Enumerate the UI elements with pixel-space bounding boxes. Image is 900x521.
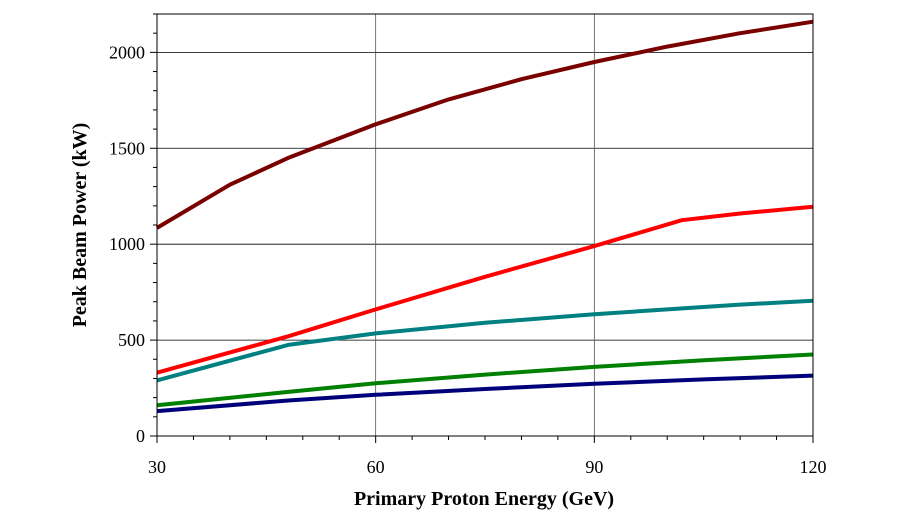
- y-tick-label: 1500: [109, 138, 145, 158]
- grid-lines: [157, 14, 813, 436]
- x-tick-label: 90: [585, 457, 603, 477]
- series-line-2: [156, 204, 814, 375]
- y-tick-label: 2000: [109, 42, 145, 62]
- axes: [150, 13, 814, 443]
- y-tick-label: 0: [136, 426, 145, 446]
- x-tick-label: 30: [148, 457, 166, 477]
- series-line-1: [155, 19, 814, 230]
- x-tick-label: 60: [367, 457, 385, 477]
- series-line-4: [156, 352, 814, 408]
- x-tick-label: 120: [800, 457, 827, 477]
- series-lines: [155, 19, 814, 414]
- series-line-3: [156, 298, 814, 383]
- tick-labels: 0 500 1000 1500 2000 30 60 90 120: [109, 42, 827, 477]
- series-line-5: [156, 373, 814, 414]
- y-tick-label: 500: [118, 330, 145, 350]
- y-axis-title: Peak Beam Power (kW): [69, 123, 91, 328]
- x-axis-title: Primary Proton Energy (GeV): [354, 488, 614, 510]
- y-tick-label: 1000: [109, 234, 145, 254]
